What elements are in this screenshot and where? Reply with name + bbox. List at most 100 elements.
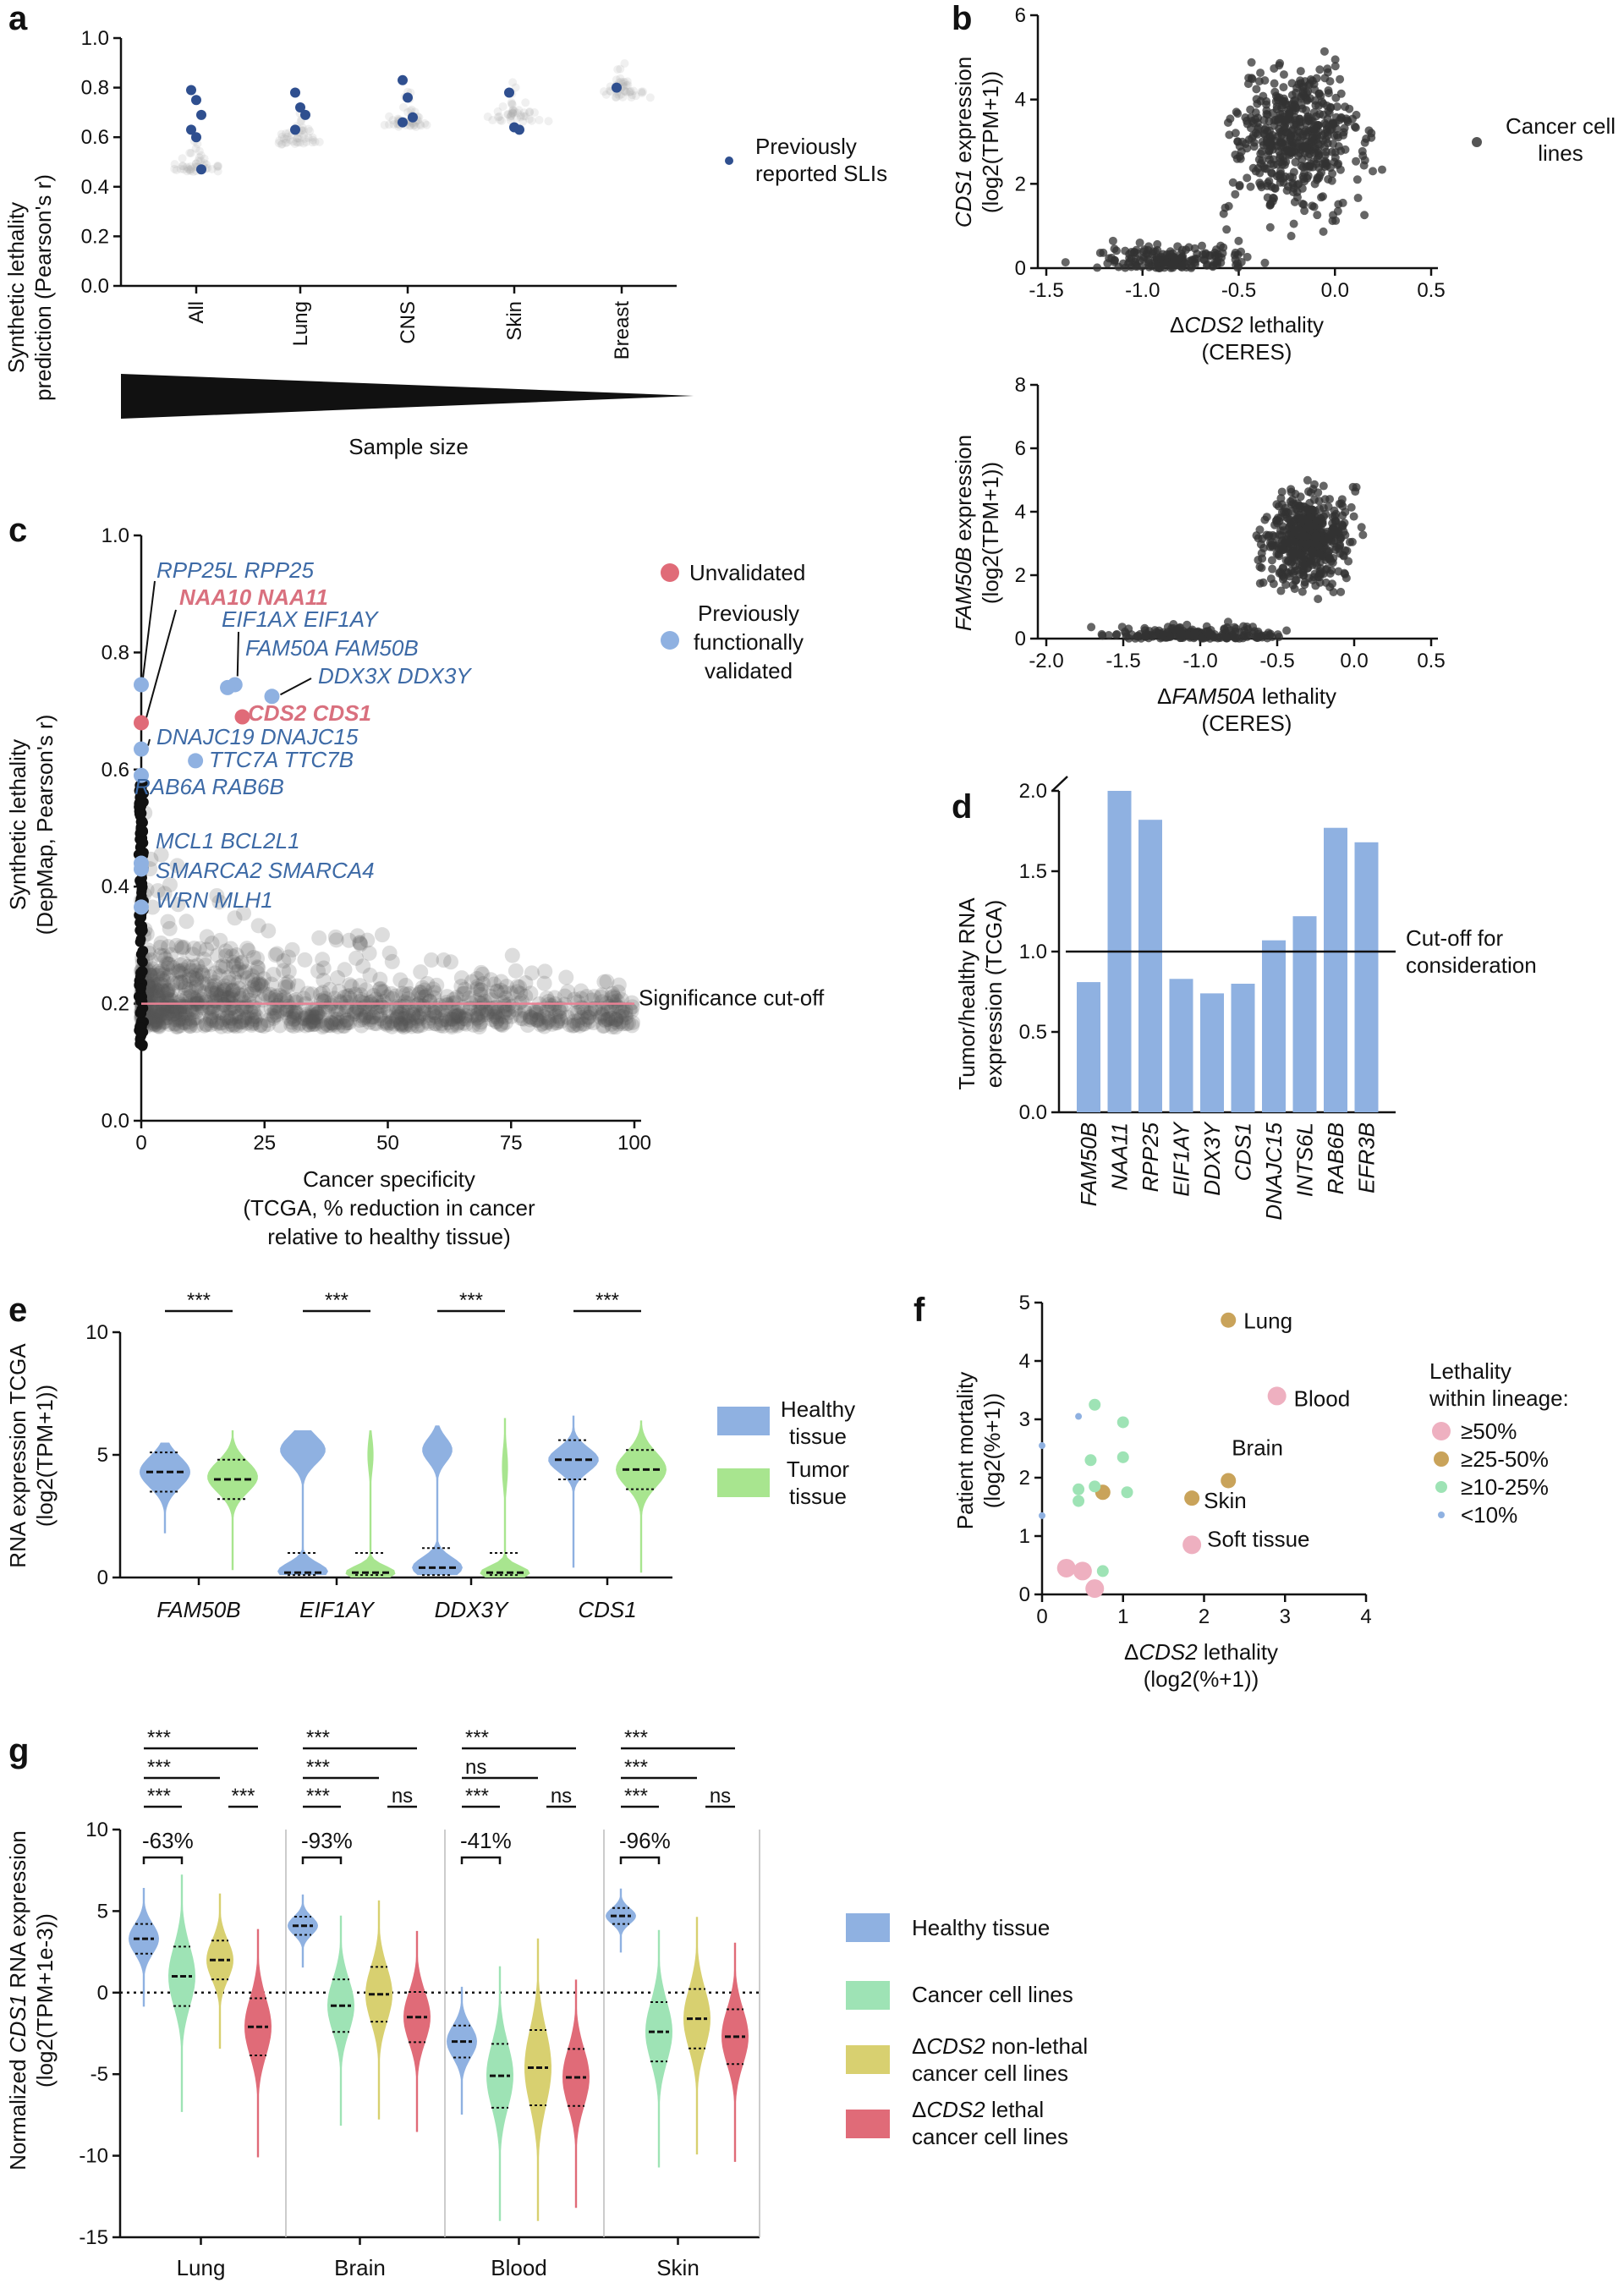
c-background-point — [157, 951, 173, 967]
legend-healthy-swatch — [717, 1407, 770, 1435]
c-background-point — [570, 1004, 586, 1020]
c-background-point — [166, 1003, 182, 1019]
c-background-point — [450, 1008, 466, 1024]
b-top-point — [1231, 255, 1240, 264]
c-background-point — [539, 1002, 555, 1018]
b-top-point — [1326, 102, 1336, 112]
b-top-point — [1358, 151, 1368, 161]
a-reported-sli-All-5 — [196, 164, 206, 175]
b-bottom-point — [1122, 632, 1131, 641]
c-background-point — [251, 975, 267, 991]
b-top-ylabel-rest: expression — [951, 57, 976, 169]
c-background-point — [263, 1007, 279, 1023]
c-background-point — [397, 1011, 413, 1027]
c-ytick-label-5: 1.0 — [102, 524, 129, 547]
a-cloud-point-CNS — [409, 121, 419, 130]
c-background-point — [315, 952, 331, 968]
a-cloud-point-Lung — [304, 133, 313, 142]
c-background-point — [302, 1014, 318, 1030]
b-top-point — [1276, 151, 1285, 160]
c-background-point — [338, 1015, 354, 1031]
c-background-point — [395, 1004, 411, 1020]
g-violin-Brain-3 — [403, 1930, 431, 2132]
b-top-point — [1252, 85, 1261, 94]
d-bar-CDS1 — [1231, 984, 1255, 1112]
c-background-point — [381, 1009, 398, 1025]
c-background-point — [148, 1003, 164, 1019]
c-callout-leader-2 — [236, 631, 239, 677]
b-bottom-point — [1267, 556, 1276, 565]
c-background-point — [434, 1016, 450, 1032]
f-xtick-label-3: 3 — [1280, 1605, 1291, 1628]
f-point-12 — [1084, 1454, 1097, 1467]
c-background-point — [320, 1018, 336, 1034]
b-top-ytick-label-1: 2 — [1015, 173, 1026, 195]
c-background-point — [305, 1013, 321, 1029]
c-background-point — [325, 1016, 341, 1032]
f-point-17 — [1096, 1565, 1109, 1577]
c-background-point — [204, 936, 220, 952]
c-background-point — [348, 1003, 364, 1019]
c-background-point — [144, 981, 160, 997]
panel-d-x-categories: FAM50B NAA11 RPP25 EIF1AY DDX3Y CDS1 DNAJC15 IN… — [1076, 1121, 1380, 1220]
a-cloud-point-All — [178, 162, 187, 171]
c-axis-dense-point — [136, 881, 147, 892]
c-background-point — [602, 1010, 618, 1026]
b-bottom-ytick-label-3: 6 — [1015, 437, 1026, 460]
c-background-point — [267, 1004, 283, 1020]
g-pct-bracket-Lung — [142, 1856, 184, 1864]
c-background-point — [176, 974, 192, 990]
c-background-point — [611, 1016, 627, 1032]
d-bar-EFR3B — [1354, 842, 1379, 1112]
c-background-point — [621, 1015, 637, 1031]
c-background-point — [217, 978, 233, 994]
c-background-point — [365, 988, 381, 1004]
c-background-point — [579, 1005, 595, 1021]
c-background-point — [461, 990, 477, 1007]
c-callout-leader-1 — [145, 609, 177, 718]
a-cloud-point-All — [184, 165, 194, 174]
a-cloud-point-Breast — [618, 92, 628, 102]
c-background-point — [311, 930, 327, 946]
c-background-point — [376, 1013, 392, 1029]
c-background-point — [169, 975, 185, 991]
b-top-point — [1294, 80, 1303, 89]
c-background-point — [531, 1011, 547, 1027]
c-background-point — [582, 1005, 598, 1021]
a-cloud-point-All — [213, 162, 222, 172]
a-cloud-point-CNS — [398, 102, 408, 112]
a-cloud-point-Breast — [619, 82, 628, 91]
b-top-point — [1190, 244, 1199, 253]
c-background-point — [570, 994, 586, 1010]
e-sig-label-FAM50B: *** — [187, 1289, 211, 1312]
c-background-point — [437, 1012, 453, 1028]
b-bottom-point — [1305, 513, 1314, 522]
c-background-point — [605, 985, 621, 1001]
a-cloud-point-CNS — [380, 120, 389, 129]
c-background-point — [352, 1012, 368, 1029]
c-background-point — [475, 997, 491, 1013]
f-ytick-label-4: 4 — [1019, 1350, 1030, 1373]
b-top-point — [1298, 104, 1307, 113]
b-bottom-point — [1277, 531, 1287, 540]
b-top-point — [1131, 254, 1140, 263]
c-background-point — [547, 1007, 563, 1023]
a-cloud-point-Skin — [508, 78, 518, 87]
c-background-point — [163, 998, 179, 1014]
b-top-point — [1334, 133, 1343, 142]
a-reported-sli-All-4 — [191, 132, 201, 143]
c-background-point — [440, 997, 456, 1013]
c-background-point — [197, 957, 213, 974]
c-background-point — [475, 1007, 491, 1023]
a-cloud-point-CNS — [388, 116, 398, 125]
c-background-point — [310, 1004, 326, 1020]
c-background-point — [227, 1017, 243, 1033]
f-legend-label-2: ≥10-25% — [1461, 1474, 1549, 1500]
c-background-point — [425, 981, 442, 997]
c-background-point — [209, 887, 225, 903]
b-top-point — [1266, 159, 1276, 168]
c-background-point — [155, 1014, 171, 1030]
a-cloud-point-Breast — [612, 75, 621, 85]
c-background-point — [206, 978, 222, 994]
c-background-point — [423, 1010, 439, 1026]
